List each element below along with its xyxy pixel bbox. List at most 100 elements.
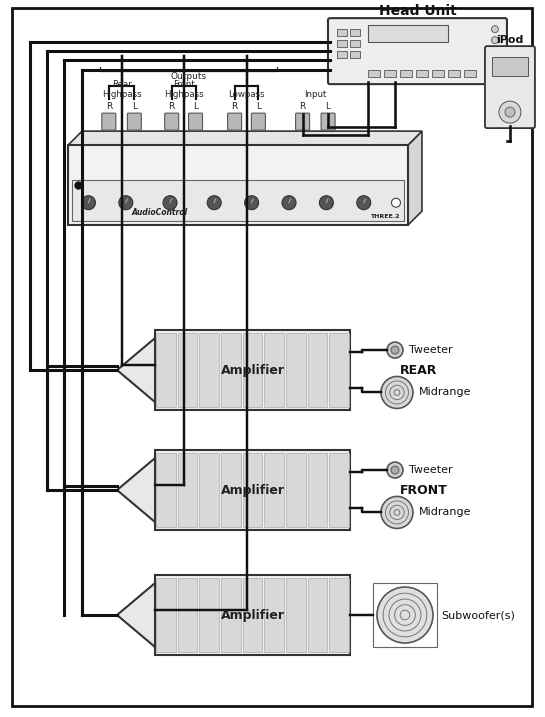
Polygon shape [68,131,422,145]
Circle shape [505,107,515,117]
Circle shape [492,26,499,33]
Text: R: R [168,102,175,111]
Text: Amplifier: Amplifier [221,609,284,622]
Bar [368,70,380,77]
Text: R: R [106,102,112,111]
Text: Tweeter: Tweeter [409,345,452,355]
FancyBboxPatch shape [165,113,179,130]
Circle shape [490,70,499,79]
Bar [384,70,396,77]
Bar [264,453,284,527]
Text: Rear
Highpass: Rear Highpass [102,80,142,99]
Text: L: L [256,102,261,111]
Text: Amplifier: Amplifier [221,483,284,497]
Bar [286,578,306,652]
FancyBboxPatch shape [295,113,310,130]
Bar [286,453,306,527]
Bar [221,453,241,527]
Text: Tweeter: Tweeter [409,465,452,475]
Bar [264,333,284,407]
Text: Subwoofer(s): Subwoofer(s) [441,610,515,620]
Circle shape [282,196,296,209]
FancyBboxPatch shape [102,113,116,130]
Text: Midrange: Midrange [419,387,471,397]
Bar [156,333,175,407]
Circle shape [357,196,371,209]
Text: AudioControl: AudioControl [132,208,188,217]
FancyBboxPatch shape [251,113,265,130]
Polygon shape [408,131,422,225]
Text: FRONT: FRONT [400,483,448,497]
Bar [329,453,349,527]
Text: REAR: REAR [400,364,437,376]
Circle shape [381,496,413,528]
Bar [72,179,404,221]
Text: Midrange: Midrange [419,508,471,518]
Bar [178,333,197,407]
Bar [416,70,428,77]
Bar [448,70,460,77]
Text: Front
Highpass: Front Highpass [164,80,203,99]
Bar [373,583,437,647]
Bar [492,57,528,76]
Text: Input: Input [304,90,326,99]
Polygon shape [117,458,155,522]
Circle shape [492,47,499,54]
Bar [199,333,219,407]
FancyBboxPatch shape [128,113,141,130]
FancyBboxPatch shape [321,113,335,130]
Bar [350,40,360,47]
Bar [264,578,284,652]
Bar [156,578,175,652]
Circle shape [163,196,177,209]
Bar [243,333,262,407]
Bar [337,51,347,58]
Bar [308,578,328,652]
Circle shape [387,462,403,478]
Bar [286,333,306,407]
Bar [243,578,262,652]
Text: iPod: iPod [496,35,524,45]
Circle shape [492,37,499,44]
Bar [329,333,349,407]
FancyBboxPatch shape [228,113,241,130]
Circle shape [81,196,95,209]
Circle shape [377,587,433,643]
Text: L: L [193,102,198,111]
Text: Amplifier: Amplifier [221,364,284,376]
Bar [337,29,347,36]
Circle shape [245,196,259,209]
Bar [155,575,350,655]
Circle shape [391,466,399,474]
Text: L: L [325,102,331,111]
Circle shape [391,346,399,354]
Bar [329,578,349,652]
Bar [432,70,444,77]
Text: R: R [232,102,238,111]
Bar [155,330,350,410]
Bar [178,578,197,652]
Bar [400,70,412,77]
Bar [199,578,219,652]
Bar [350,51,360,58]
Circle shape [319,196,334,209]
FancyBboxPatch shape [328,18,507,84]
Bar [337,40,347,47]
Text: L: L [132,102,137,111]
Circle shape [119,196,133,209]
Circle shape [381,376,413,409]
Circle shape [387,342,403,358]
Text: Lowpass: Lowpass [228,90,265,99]
FancyBboxPatch shape [189,113,203,130]
Text: R: R [299,102,306,111]
Bar [221,578,241,652]
Bar [156,453,175,527]
Polygon shape [117,583,155,647]
Bar [243,453,262,527]
Text: THREE.2: THREE.2 [371,214,400,219]
Bar [199,453,219,527]
Bar [308,453,328,527]
Polygon shape [117,338,155,402]
Bar [350,29,360,36]
FancyBboxPatch shape [485,46,535,128]
